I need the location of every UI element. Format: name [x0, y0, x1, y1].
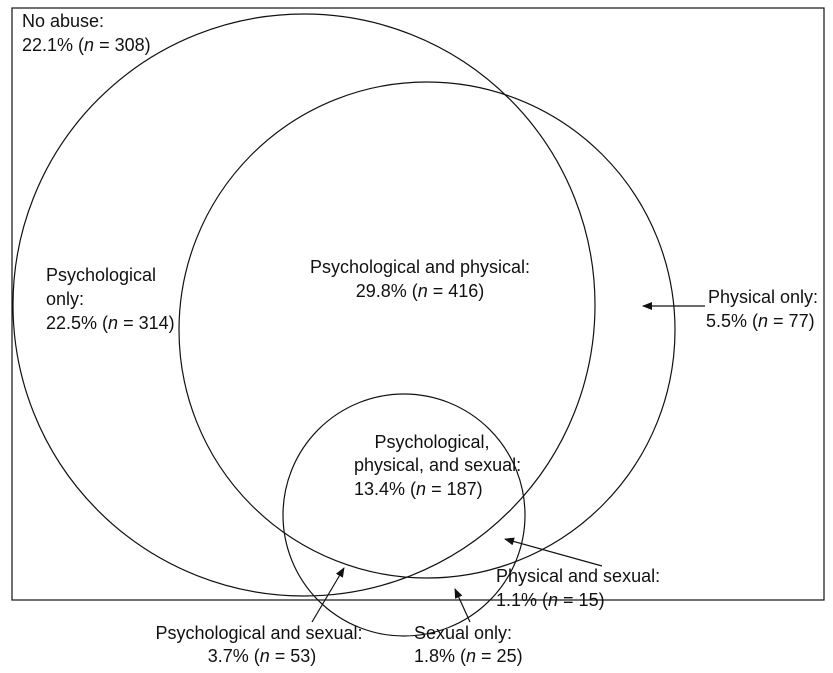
physical-circle — [178, 81, 676, 579]
arrow — [504, 537, 603, 567]
region-label: Sexual only: — [414, 623, 512, 643]
region-stat: 22.5% (n = 314) — [46, 313, 175, 333]
region-stat: 3.7% (n = 53) — [208, 646, 317, 666]
region-label: No abuse: — [22, 11, 104, 31]
region-label: Psychological, — [374, 432, 489, 452]
region-label: physical, and sexual: — [354, 455, 521, 475]
region-label: Physical and sexual: — [496, 566, 660, 586]
region-stat: 5.5% (n = 77) — [706, 311, 815, 331]
region-label: Physical only: — [708, 287, 818, 307]
frame — [11, 7, 825, 601]
region-stat: 1.8% (n = 25) — [414, 646, 523, 666]
arrow — [311, 567, 345, 623]
region-label: only: — [46, 289, 84, 309]
region-label: Psychological and physical: — [310, 257, 530, 277]
region-label: Psychological — [46, 265, 156, 285]
region-stat: 13.4% (n = 187) — [354, 479, 483, 499]
arrow — [454, 588, 471, 623]
region-stat: 1.1% (n = 15) — [496, 590, 605, 610]
region-stat: 22.1% (n = 308) — [22, 35, 151, 55]
region-label: Psychological and sexual: — [155, 623, 362, 643]
psychological-circle — [12, 13, 596, 597]
sexual-circle — [282, 393, 526, 637]
region-stat: 29.8% (n = 416) — [356, 281, 485, 301]
